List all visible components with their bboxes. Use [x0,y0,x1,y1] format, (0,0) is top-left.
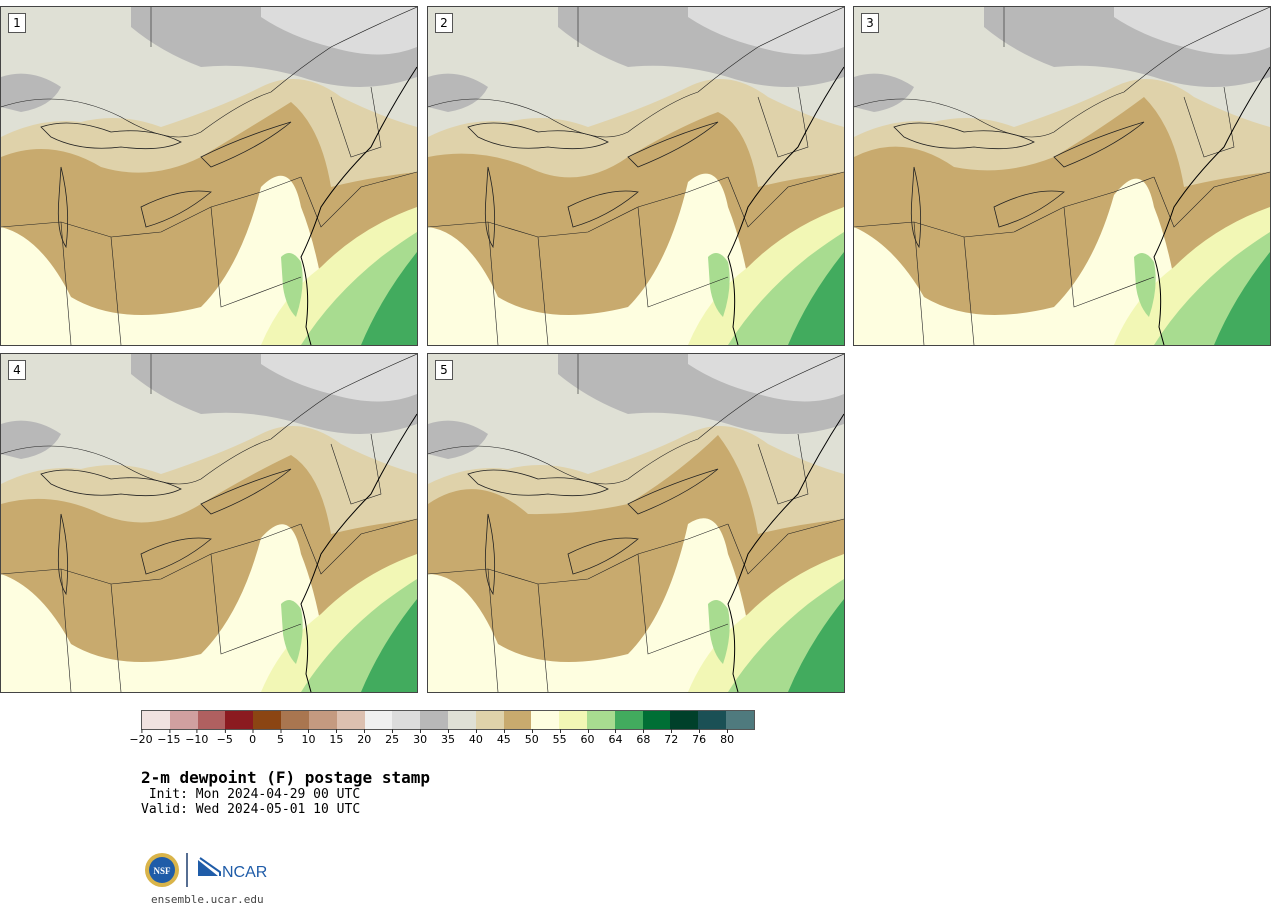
coastline [300,413,417,692]
coastline [1153,66,1270,345]
panel-number: 5 [435,360,453,380]
great-lakes [893,121,1145,249]
map-fill-layer [428,354,844,692]
colorbar-tick-label: −10 [185,729,209,746]
coastline [727,413,844,692]
colorbar-swatch [253,711,282,729]
colorbar-swatch [503,711,532,729]
panel-number: 2 [435,13,453,33]
map-boundaries [1,354,417,692]
colorbar-swatch [197,711,226,729]
colorbar-swatch [364,711,393,729]
great-lakes [467,468,719,596]
colorbar-tick-label: 64 [608,729,623,746]
colorbar-swatch [559,711,587,729]
coastline [300,66,417,345]
colorbar-ticks: −20 −15 −10 −5 0 5 10 15 20 25 30 35 40 45 50 55 60 64 68 7… [129,729,755,747]
chart-title: 2-m dewpoint (F) postage stamp [141,768,430,787]
colorbar-tick-label: 40 [468,729,483,746]
map-fill-layer [1,354,417,692]
great-lakes [40,468,292,596]
panel-number: 1 [8,13,26,33]
colorbar-swatch [225,711,254,729]
colorbar-swatch [614,711,643,729]
colorbar-swatch [531,711,560,729]
coastline [727,66,844,345]
colorbar-swatch [475,711,504,729]
great-lakes [40,121,292,249]
colorbar-tick-label: 10 [301,729,316,746]
colorbar-swatch [726,711,754,729]
dewpoint-map-3 [854,7,1270,345]
dewpoint-map-1 [1,7,417,345]
site-url: ensemble.ucar.edu [151,893,264,906]
init-time: Init: Mon 2024-04-29 00 UTC [141,787,361,802]
colorbar-tick-label: −5 [216,729,233,746]
nsf-text: NSF [153,866,171,876]
colorbar-tick-label: 35 [441,729,455,746]
colorbar-tick-label: 72 [664,729,679,746]
colorbar-swatch [392,711,421,729]
dewpoint-map-5 [428,354,844,692]
nsf-ncar-logo: NSF NCAR [145,853,267,887]
colorbar-tick-label: 45 [496,729,511,746]
dewpoint-map-4 [1,354,417,692]
colorbar-swatch [698,711,727,729]
colorbar-swatch [420,711,448,729]
colorbar-tick-label: 76 [692,729,707,746]
colorbar-swatch [169,711,198,729]
stamp-panel-2: 2 [427,6,845,346]
colorbar-tick-label: 25 [385,729,400,746]
great-lakes [467,121,719,249]
colorbar-tick-label: 50 [524,729,539,746]
colorbar-swatch [670,711,699,729]
panel-number: 3 [861,13,879,33]
colorbar-tick-label: 60 [580,729,595,746]
colorbar-swatch [642,711,671,729]
colorbar-tick-label: 0 [249,729,257,746]
stamp-panel-4: 4 [0,353,418,693]
map-fill-layer [1,7,417,345]
map-fill-layer [854,7,1270,345]
map-fill-layer [428,7,844,345]
colorbar-tick-label: −20 [129,729,153,746]
valid-time: Valid: Wed 2024-05-01 10 UTC [141,802,361,817]
colorbar-swatch [142,711,170,729]
colorbar-tick-label: 55 [552,729,567,746]
colorbar-tick-label: 15 [329,729,344,746]
colorbar-tick-label: −15 [157,729,181,746]
colorbar-swatch [336,711,365,729]
colorbar-tick-label: 80 [720,729,735,746]
colorbar [141,710,755,730]
stamp-panel-5: 5 [427,353,845,693]
colorbar-tick-label: 5 [277,729,285,746]
colorbar-swatch [587,711,615,729]
colorbar-swatch [308,711,337,729]
colorbar-swatch [447,711,476,729]
colorbar-swatch [281,711,309,729]
colorbar-tick-label: 20 [357,729,372,746]
stamp-panel-3: 3 [853,6,1271,346]
colorbar-tick-label: 68 [636,729,651,746]
colorbar-tick-label: 30 [413,729,428,746]
map-boundaries [428,7,844,345]
dewpoint-map-2 [428,7,844,345]
ncar-text: NCAR [222,864,267,881]
panel-number: 4 [8,360,26,380]
stamp-panel-1: 1 [0,6,418,346]
